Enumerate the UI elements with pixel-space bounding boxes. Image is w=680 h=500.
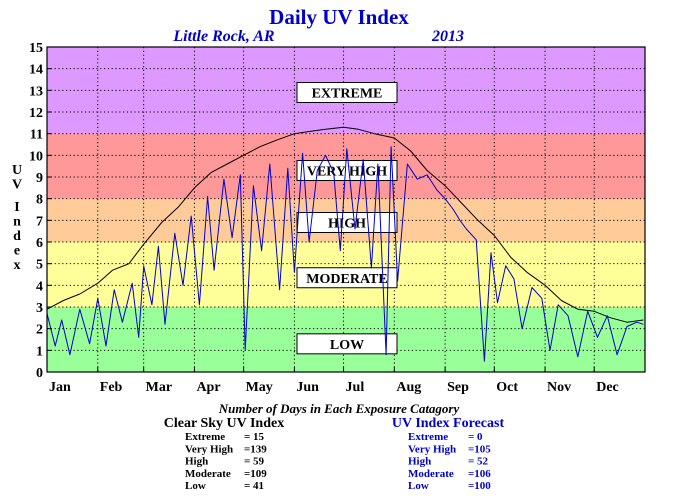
x-tick-label: Feb	[100, 380, 123, 395]
table-row-value: = 41	[244, 480, 264, 492]
x-tick-label: Mar	[146, 380, 172, 395]
table-row-label: Moderate	[408, 468, 454, 480]
table-row-label: High	[185, 456, 208, 468]
table-row-value: = 0	[468, 431, 483, 443]
band-label-text: HIGH	[328, 217, 366, 232]
y-axis-label-letter: d	[13, 229, 21, 244]
y-axis-label-letter: V	[12, 178, 22, 193]
chart-title: Daily UV Index	[269, 5, 409, 29]
table-row-value: = 52	[468, 456, 489, 468]
x-tick-label: Jul	[346, 380, 365, 395]
x-tick-label: Nov	[547, 380, 571, 395]
x-tick-label: Oct	[496, 380, 518, 395]
y-tick-label: 0	[36, 366, 43, 381]
y-tick-label: 9	[36, 171, 43, 186]
y-tick-label: 1	[36, 344, 43, 359]
table-row-label: Moderate	[185, 468, 231, 480]
band-label-text: LOW	[330, 338, 364, 353]
band-label-text: VERY HIGH	[307, 165, 387, 180]
x-tick-label: May	[246, 380, 273, 395]
band-label-text: MODERATE	[306, 272, 387, 287]
table-row-label: Low	[185, 480, 206, 492]
y-tick-label: 6	[36, 236, 43, 251]
table-row-label: High	[408, 456, 431, 468]
y-tick-label: 12	[29, 106, 43, 121]
table-row-label: Extreme	[408, 431, 448, 443]
chart-subtitle-year: 2013	[431, 28, 464, 45]
y-tick-label: 15	[29, 41, 43, 56]
table-row-label: Very High	[408, 443, 456, 455]
x-tick-label: Jan	[49, 380, 71, 395]
y-axis-label-letter: e	[14, 244, 20, 259]
series-clear-sky	[46, 126, 644, 323]
band-label-moderate: MODERATE	[296, 267, 398, 289]
y-tick-label: 8	[36, 193, 43, 208]
table-row-value: =100	[468, 480, 491, 492]
band-label-low: LOW	[296, 333, 398, 355]
y-tick-label: 14	[29, 63, 43, 78]
table-heading: UV Index Forecast	[392, 416, 505, 431]
x-tick-labels: Jan Feb Mar Apr May Jun Jul Aug Sep Oct Nov Dec	[46, 367, 619, 395]
table-row-value: =139	[244, 443, 267, 455]
x-tick-label: Jun	[296, 380, 319, 395]
series-lines	[46, 126, 644, 362]
footer-title: Number of Days in Each Exposure Catagory	[218, 401, 460, 416]
x-tick-label: Dec	[596, 380, 619, 395]
chart-subtitle-location: Little Rock, AR	[172, 28, 275, 45]
y-tick-label: 10	[29, 149, 43, 164]
y-tick-label: 13	[29, 84, 43, 99]
series-forecast	[46, 146, 644, 362]
band-label-very-high: VERY HIGH	[296, 160, 398, 181]
y-tick-label: 4	[36, 279, 43, 294]
y-axis-label-letter: I	[14, 200, 19, 215]
table-row-value: = 15	[244, 431, 265, 443]
y-tick-label: 2	[36, 323, 43, 338]
table-row-value: =105	[468, 443, 491, 455]
x-tick-label: Apr	[196, 380, 220, 395]
band-label-extreme: EXTREME	[296, 82, 398, 103]
table-row-label: Low	[408, 480, 429, 492]
y-tick-label: 5	[36, 258, 43, 273]
band-labels: LOW MODERATE HIGH VERY HIGH EXTREME	[296, 82, 398, 355]
band-label-text: EXTREME	[312, 87, 383, 102]
x-tick-label: Aug	[396, 380, 421, 395]
y-axis-label-letter: U	[12, 163, 22, 178]
plot-frame	[46, 46, 646, 373]
table-row-value: =106	[468, 468, 491, 480]
x-tick-label: Sep	[447, 380, 469, 395]
y-tick-label: 11	[30, 128, 43, 143]
y-axis-label-letter: x	[14, 258, 21, 273]
y-axis-label-letter: n	[13, 215, 21, 230]
table-row-label: Very High	[185, 443, 233, 455]
y-tick-label: 3	[36, 301, 43, 316]
table-row-value: = 59	[244, 456, 265, 468]
table-row-value: =109	[244, 468, 267, 480]
y-tick-label: 7	[36, 214, 43, 229]
table-heading: Clear Sky UV Index	[164, 416, 284, 431]
table-row-label: Extreme	[185, 431, 225, 443]
